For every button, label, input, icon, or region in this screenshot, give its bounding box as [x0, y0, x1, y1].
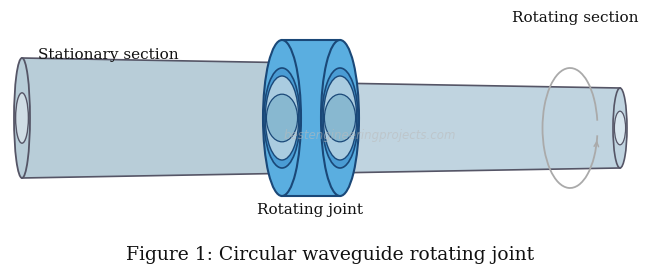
Polygon shape [282, 40, 340, 196]
Ellipse shape [325, 94, 356, 142]
Ellipse shape [16, 93, 28, 143]
Ellipse shape [323, 83, 337, 173]
Ellipse shape [263, 40, 301, 196]
Ellipse shape [264, 68, 300, 168]
Text: Stationary section: Stationary section [38, 48, 178, 62]
Ellipse shape [265, 76, 299, 160]
Text: Figure 1: Circular waveguide rotating joint: Figure 1: Circular waveguide rotating jo… [126, 246, 534, 264]
Ellipse shape [267, 94, 298, 142]
Ellipse shape [297, 63, 313, 173]
Polygon shape [330, 83, 620, 173]
Text: bestengineeringprojects.com: bestengineeringprojects.com [284, 129, 456, 141]
Ellipse shape [14, 58, 30, 178]
Ellipse shape [614, 111, 626, 145]
Ellipse shape [322, 68, 358, 168]
Polygon shape [22, 58, 305, 178]
Text: Rotating joint: Rotating joint [257, 203, 363, 217]
Ellipse shape [321, 40, 359, 196]
Text: Rotating section: Rotating section [512, 11, 638, 25]
Ellipse shape [323, 76, 356, 160]
Ellipse shape [613, 88, 627, 168]
